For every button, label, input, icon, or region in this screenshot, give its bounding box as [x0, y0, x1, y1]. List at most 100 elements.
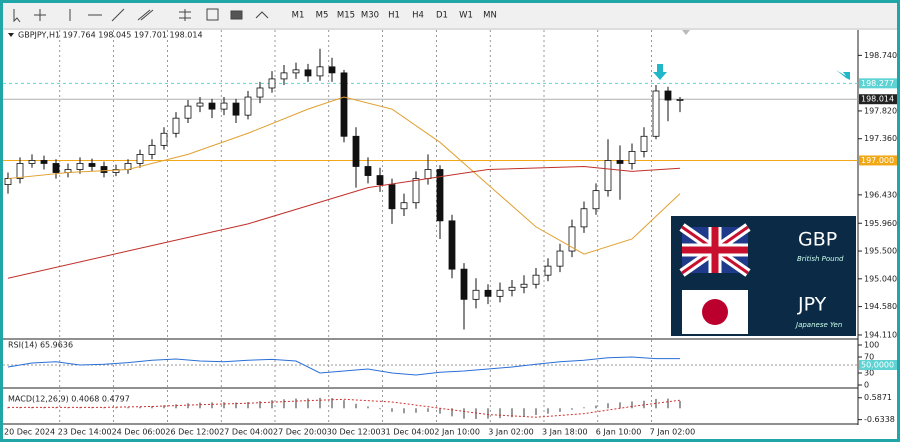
label-icon[interactable] [230, 10, 243, 20]
macd-bar [559, 408, 561, 412]
macd-tick-label: -0.6338 [864, 415, 895, 424]
toolbar [3, 3, 897, 28]
candle-body [640, 135, 648, 152]
time-label: 26 Dec 12:00 [165, 428, 219, 437]
candle-body [172, 117, 180, 134]
shapes-icon[interactable] [255, 11, 269, 19]
rsi-tick-label: 100 [864, 341, 879, 350]
price-tag-label: 197.000 [861, 156, 894, 165]
candle-body [496, 289, 504, 297]
candle-body [340, 72, 348, 137]
rsi-tick-label: 0 [864, 381, 869, 390]
macd-bar [151, 406, 153, 409]
candle-body [196, 102, 204, 107]
candle-body [220, 102, 228, 110]
macd-bar [139, 406, 141, 409]
macd-bar [295, 398, 297, 409]
candle-body [160, 132, 168, 146]
trendline-icon[interactable] [111, 8, 125, 22]
price-label: 195.960 [864, 219, 897, 228]
macd-bar [679, 400, 681, 409]
candle-body [364, 166, 372, 176]
timeframe-button[interactable]: MN [483, 11, 497, 21]
crosshair-icon[interactable] [34, 9, 46, 21]
timeframe-button[interactable]: W1 [459, 11, 473, 21]
candle-body [412, 178, 420, 204]
candle-body [232, 102, 240, 116]
rsi-level-label: 50.0000 [861, 361, 894, 370]
text-icon[interactable] [206, 8, 219, 21]
candle-body [16, 163, 24, 179]
macd-bar [103, 407, 105, 409]
macd-bar [211, 402, 213, 409]
candle-body [328, 66, 336, 74]
timeframe-button[interactable]: H1 [388, 11, 400, 21]
time-label: 30 Dec 12:00 [327, 428, 381, 437]
candle-body [508, 286, 516, 291]
price-tag [859, 94, 897, 105]
channel-icon[interactable] [137, 9, 154, 21]
macd-bar [271, 400, 273, 409]
timeframe-button[interactable]: M5 [316, 11, 329, 21]
macd-bar [187, 403, 189, 409]
macd-bar [403, 408, 405, 414]
price-label: 195.040 [864, 274, 897, 283]
candle-body [460, 268, 468, 300]
quote-name: Japanese Yen [794, 321, 842, 329]
macd-bar [355, 403, 357, 409]
macd-bar [319, 397, 321, 409]
quote-code: JPY [797, 294, 827, 316]
timeframe-button[interactable]: M30 [361, 11, 379, 21]
macd-bar [115, 407, 117, 409]
candle-body [664, 90, 672, 101]
macd-bar [283, 399, 285, 409]
macd-bar [451, 408, 453, 417]
macd-bar [511, 408, 513, 418]
arrow-marker [836, 70, 850, 80]
price-tag [859, 78, 897, 89]
time-label: 7 Jan 02:00 [650, 428, 696, 437]
candle-body [88, 163, 96, 167]
price-label: 195.500 [864, 247, 897, 256]
macd-bar [415, 408, 417, 413]
uk-flag [679, 223, 751, 277]
fibo-icon[interactable] [179, 9, 191, 21]
candle-body [28, 160, 36, 164]
shift-marker [682, 30, 690, 35]
candle-body [76, 163, 84, 170]
candle-body [568, 226, 576, 252]
macd-signal [8, 398, 681, 418]
time-label: 6 Jan 10:00 [596, 428, 642, 437]
timeframe-button[interactable]: M15 [337, 11, 355, 21]
candle-body [316, 66, 324, 77]
price-label: 194.110 [864, 330, 897, 339]
candle-body [136, 154, 144, 164]
rsi-level-tag [859, 360, 897, 370]
macd-bar [307, 398, 309, 409]
candle-body [352, 135, 360, 167]
timeframe-button[interactable]: H4 [412, 11, 424, 21]
candle-body [280, 72, 288, 80]
candle-body [112, 169, 120, 173]
candle-body [520, 283, 528, 288]
candle-body [556, 250, 564, 267]
moving-average [7, 96, 681, 255]
price-label: 197.820 [864, 106, 897, 115]
candle-body [544, 265, 552, 276]
time-label: 31 Dec 04:00 [381, 428, 435, 437]
cursor-icon[interactable] [13, 9, 21, 23]
time-label: 2 Jan 10:00 [434, 428, 480, 437]
candle-body [268, 78, 276, 89]
macd-bar [535, 408, 537, 416]
candle-body [628, 150, 636, 164]
macd-bar [259, 401, 261, 409]
timeframe-button[interactable]: D1 [436, 11, 448, 21]
time-label: 20 Dec 2024 [4, 428, 55, 437]
timeframe-button[interactable]: M1 [292, 11, 305, 21]
candle-body [40, 160, 48, 164]
base-name: British Pound [797, 255, 844, 263]
time-label: 27 Dec 20:00 [273, 428, 327, 437]
candle-body [616, 160, 624, 164]
candle-body [400, 202, 408, 210]
